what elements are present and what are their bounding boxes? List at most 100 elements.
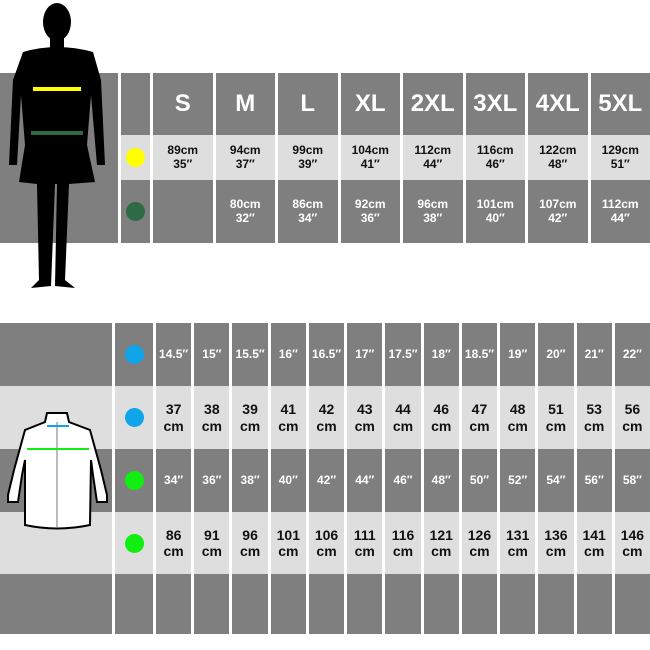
size-header: S: [153, 73, 213, 135]
waist-dot-icon: [126, 202, 145, 221]
waist-cell: [121, 180, 150, 243]
size-value: 122cm 48″: [528, 135, 588, 180]
size-header: M: [215, 73, 275, 135]
size-value: 17.5″: [385, 323, 421, 386]
size-value: 56″: [576, 449, 612, 512]
size-header: XL: [340, 73, 400, 135]
chest-dot-icon: [124, 471, 144, 490]
size-value: [153, 180, 213, 243]
size-value: 116cm 46″: [465, 135, 525, 180]
size-value: [576, 574, 612, 634]
size-value: 47 cm: [461, 386, 498, 449]
size-value: 44 cm: [385, 386, 421, 449]
size-value: 106 cm: [308, 512, 345, 574]
size-value: [308, 574, 345, 634]
size-value: [461, 574, 498, 634]
size-value: 86cm 34″: [278, 180, 338, 243]
chest-cell: [121, 135, 150, 180]
collar-dot-icon: [124, 408, 144, 427]
size-value: 111 cm: [347, 512, 383, 574]
chest-dot-icon: [126, 148, 145, 167]
size-value: 21″: [576, 323, 612, 386]
size-value: 104cm 41″: [340, 135, 400, 180]
size-value: [385, 574, 421, 634]
size-value: 48 cm: [500, 386, 536, 449]
size-value: 89cm 35″: [153, 135, 213, 180]
size-value: 18″: [423, 323, 459, 386]
size-value: [614, 574, 650, 634]
size-value: 48″: [423, 449, 459, 512]
size-value: [500, 574, 536, 634]
size-value: 58″: [614, 449, 650, 512]
size-value: 43 cm: [347, 386, 383, 449]
size-value: 141 cm: [576, 512, 612, 574]
size-value: [194, 574, 230, 634]
size-value: 146 cm: [614, 512, 650, 574]
size-value: 56 cm: [614, 386, 650, 449]
size-value: [423, 574, 459, 634]
size-value: [232, 574, 268, 634]
size-value: 99cm 39″: [278, 135, 338, 180]
size-value: [156, 574, 192, 634]
size-header: 4XL: [528, 73, 588, 135]
size-value: 80cm 32″: [215, 180, 275, 243]
size-value: 52″: [500, 449, 536, 512]
size-value: 44″: [347, 449, 383, 512]
size-value: 94cm 37″: [215, 135, 275, 180]
size-value: 17″: [347, 323, 383, 386]
chest-cell: [115, 449, 153, 512]
size-value: 22″: [614, 323, 650, 386]
size-value: 50″: [461, 449, 498, 512]
shirt-icon: [7, 412, 108, 530]
size-value: 101cm 40″: [465, 180, 525, 243]
size-value: 15.5″: [232, 323, 268, 386]
size-header: 3XL: [465, 73, 525, 135]
size-value: 42 cm: [308, 386, 345, 449]
size-value: [270, 574, 306, 634]
size-value: 86 cm: [156, 512, 192, 574]
size-value: 101 cm: [270, 512, 306, 574]
size-value: 34″: [156, 449, 192, 512]
size-value: 15″: [194, 323, 230, 386]
size-value: 131 cm: [500, 512, 536, 574]
size-value: 18.5″: [461, 323, 498, 386]
size-value: 51 cm: [538, 386, 574, 449]
size-value: 20″: [538, 323, 574, 386]
collar-cell: [115, 323, 153, 386]
size-header: 5XL: [590, 73, 650, 135]
size-value: 136 cm: [538, 512, 574, 574]
size-value: 116 cm: [385, 512, 421, 574]
size-value: 112cm 44″: [403, 135, 463, 180]
chest-dot-icon: [124, 533, 144, 553]
size-value: 121 cm: [423, 512, 459, 574]
collar-cell: [115, 386, 153, 449]
size-header: 2XL: [403, 73, 463, 135]
chest-cell: [115, 512, 153, 574]
figure-cell: [0, 323, 112, 386]
size-value: 96 cm: [232, 512, 268, 574]
size-value: 92cm 36″: [340, 180, 400, 243]
size-value: 16.5″: [308, 323, 345, 386]
size-value: [538, 574, 574, 634]
size-value: 39 cm: [232, 386, 268, 449]
size-value: 38 cm: [194, 386, 230, 449]
size-value: 107cm 42″: [528, 180, 588, 243]
size-value: 38″: [232, 449, 268, 512]
size-value: 46 cm: [423, 386, 459, 449]
size-value: 46″: [385, 449, 421, 512]
size-value: 91 cm: [194, 512, 230, 574]
size-value: 19″: [500, 323, 536, 386]
size-value: 36″: [194, 449, 230, 512]
size-value: 96cm 38″: [403, 180, 463, 243]
size-header: L: [278, 73, 338, 135]
size-value: 112cm 44″: [590, 180, 650, 243]
header-marker-cell: [121, 73, 150, 135]
size-value: 14.5″: [156, 323, 192, 386]
figure-cell: [0, 574, 112, 634]
empty-cell: [115, 574, 153, 634]
size-value: 40″: [270, 449, 306, 512]
size-value: 53 cm: [576, 386, 612, 449]
body-silhouette-icon: [9, 3, 105, 288]
collar-dot-icon: [124, 345, 144, 364]
